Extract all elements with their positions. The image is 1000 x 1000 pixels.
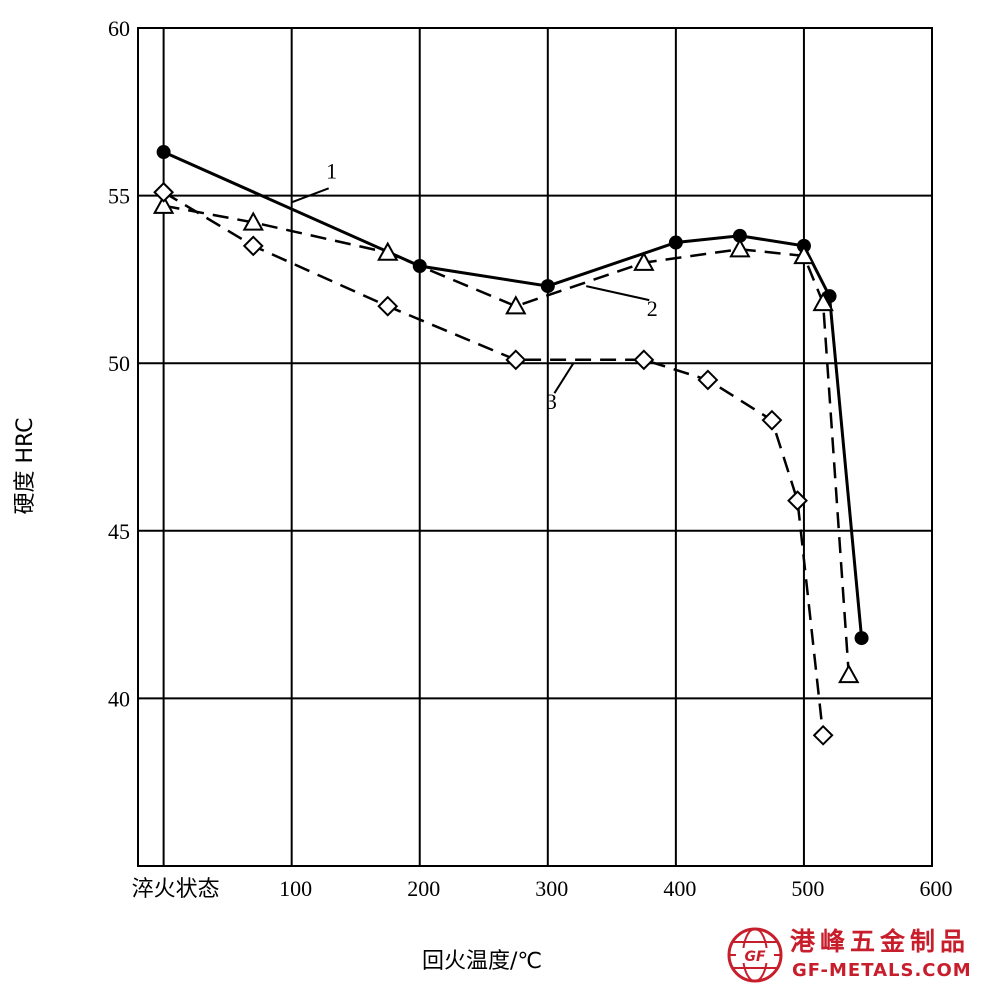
series-1-point: [854, 631, 869, 646]
series-3-point: [812, 724, 834, 746]
series-3-point: [377, 295, 399, 317]
y-tick-label: 55: [108, 184, 130, 209]
watermark-url: GF-METALS.COM: [792, 960, 972, 981]
globe-logo-icon: GF: [727, 927, 783, 983]
x-axis-label: 回火温度/℃: [422, 949, 542, 974]
series-2-label: 2: [647, 296, 658, 321]
y-tick-label: 50: [108, 351, 130, 376]
series-2-point: [793, 244, 815, 265]
marker-layer: [152, 145, 869, 746]
series-3-point: [153, 181, 175, 203]
series-1-point: [412, 258, 427, 273]
series-3-leader: [553, 362, 575, 394]
y-tick-label: 40: [108, 686, 130, 711]
x-tick-label: 100: [279, 876, 312, 901]
y-tick-label: 60: [108, 16, 130, 41]
x-tick-label: 500: [791, 876, 824, 901]
series-1-point: [156, 145, 171, 160]
x-tick-label: 300: [535, 876, 568, 901]
watermark-logo-text: GF: [744, 949, 765, 965]
series-layer: [162, 150, 864, 736]
series-1-line: [162, 150, 864, 639]
series-2-point: [152, 194, 175, 214]
y-axis-label: 硬度 HRC: [13, 417, 38, 514]
series-2-point: [838, 663, 860, 684]
x-tick-label: 400: [663, 876, 696, 901]
label-layer: 淬火状态 100 200 300 400 500 600 40 45 50 55 60 1 2 3: [108, 16, 953, 902]
x-tick-label: 淬火状态: [132, 877, 220, 902]
series-2-point: [812, 291, 834, 312]
series-2-point: [633, 251, 655, 271]
series-3-point: [761, 409, 783, 431]
watermark: GF 港峰五金制品 GF-METALS.COM: [720, 922, 992, 992]
series-2-line: [163, 204, 851, 675]
series-1-point: [668, 235, 683, 250]
watermark-brand: 港峰五金制品: [790, 927, 971, 956]
x-tick-label: 200: [407, 876, 440, 901]
plot-frame: [137, 27, 933, 867]
series-3-line: [162, 191, 825, 736]
series-2-point: [377, 241, 399, 261]
x-tick-label: 600: [920, 876, 953, 901]
series-2-leader: [586, 285, 650, 302]
series-1-point: [540, 279, 555, 294]
series-1-label: 1: [326, 158, 337, 183]
series-3-point: [787, 490, 808, 512]
series-3-point: [697, 369, 719, 391]
grid-layer: [137, 27, 933, 867]
series-3-label: 3: [546, 389, 557, 414]
series-2-point: [242, 211, 264, 231]
series-1-leader: [291, 187, 330, 204]
series-3-point: [505, 349, 527, 371]
y-tick-label: 45: [108, 519, 130, 544]
series-2-point: [729, 238, 751, 258]
series-2-point: [505, 295, 527, 315]
series-3-point: [633, 349, 655, 371]
series-1-point: [732, 228, 747, 243]
series-3-point: [242, 235, 264, 257]
